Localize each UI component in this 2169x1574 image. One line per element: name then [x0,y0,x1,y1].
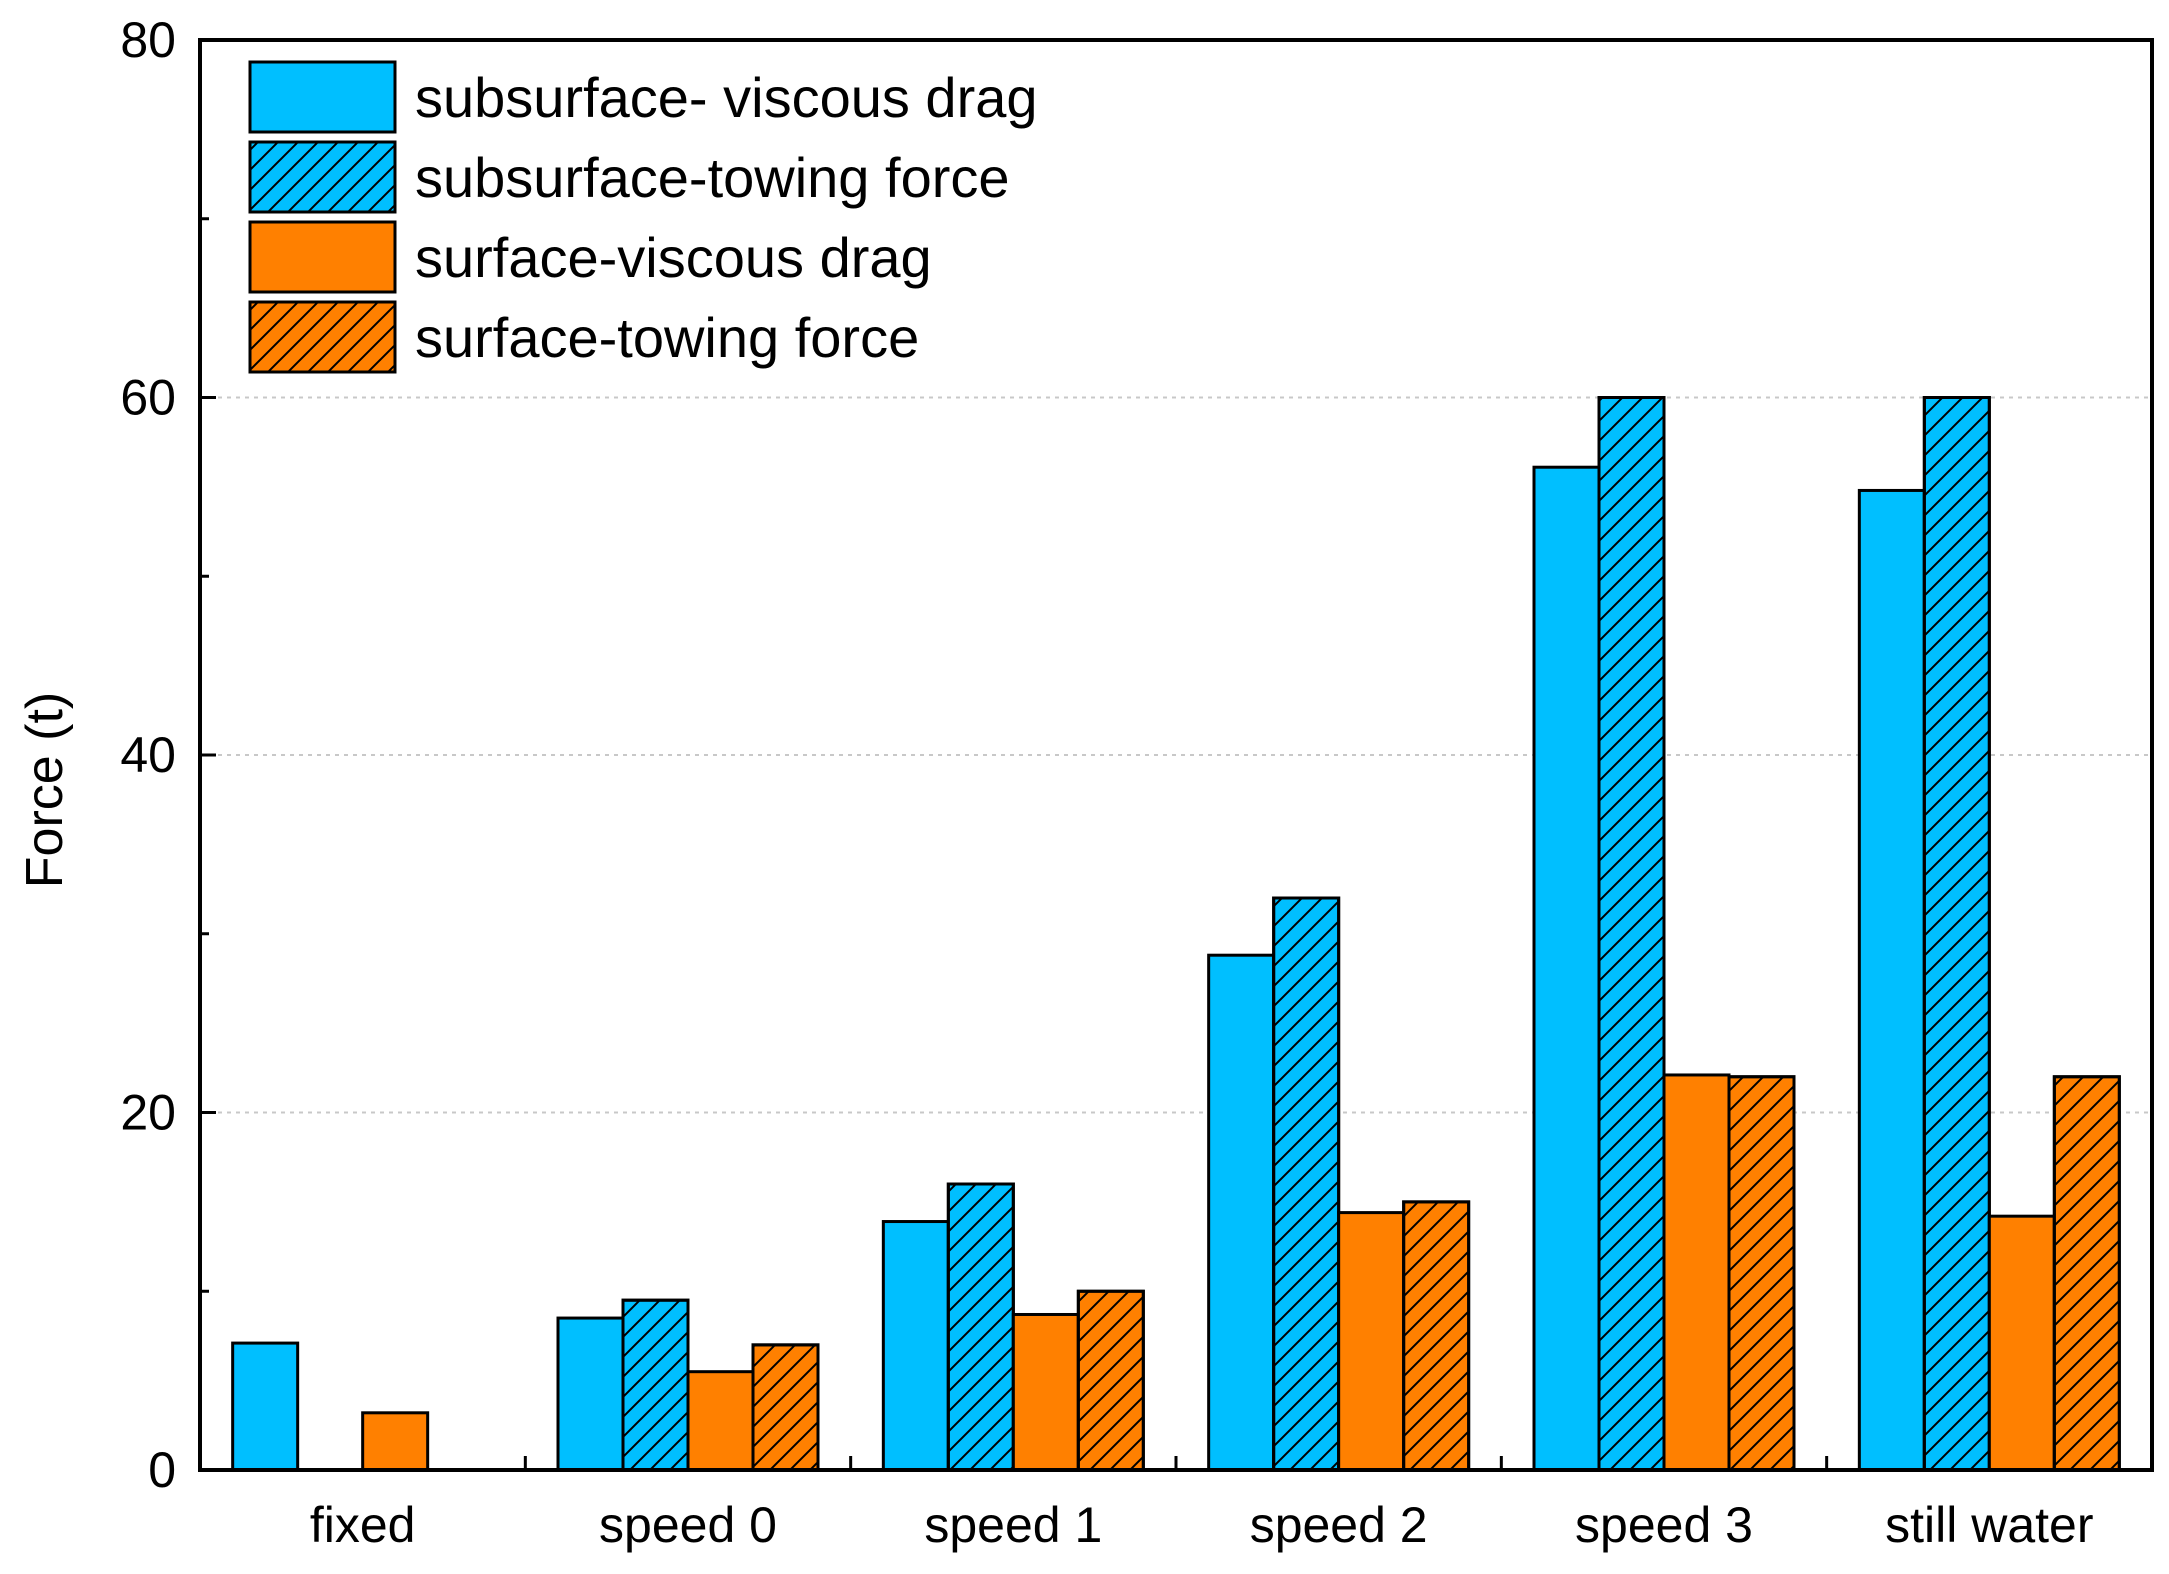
grid-layer [200,396,2152,1114]
bar-hatch-surface-towing-force-speed-1 [1076,1289,1145,1472]
bar-surface-viscous-drag-speed-3 [1662,1073,1731,1472]
legend-swatch-subsurface-viscous-drag [248,60,397,134]
bar-subsurface-viscous-drag-fixed [231,1341,300,1472]
bar-surface-viscous-drag-fixed [361,1411,430,1472]
legend-swatch-hatch-subsurface-towing-force [248,140,397,214]
y-tick-label-0: 0 [148,1442,176,1498]
x-tick-label-speed-2: speed 2 [1250,1497,1428,1553]
legend-label-surface-viscous-drag: surface-viscous drag [415,226,932,289]
y-tick-label-40: 40 [120,727,176,783]
legend-label-subsurface-viscous-drag: subsurface- viscous drag [415,66,1038,129]
x-tick-label-fixed: fixed [310,1497,416,1553]
bar-hatch-subsurface-towing-force-speed-1 [946,1182,1015,1472]
x-tick-label-speed-0: speed 0 [599,1497,777,1553]
bars-layer [231,396,2121,1472]
bar-hatch-subsurface-towing-force-still-water [1922,396,1991,1472]
bar-hatch-subsurface-towing-force-speed-2 [1272,896,1341,1472]
bar-surface-viscous-drag-still-water [1987,1214,2056,1472]
legend-label-surface-towing-force: surface-towing force [415,306,919,369]
bar-hatch-surface-towing-force-still-water [2052,1075,2121,1472]
legend: subsurface- viscous drag subsurface-towin… [248,60,1038,374]
legend-label-subsurface-towing-force: subsurface-towing force [415,146,1010,209]
bar-subsurface-viscous-drag-speed-2 [1207,953,1276,1472]
bar-hatch-subsurface-towing-force-speed-0 [621,1298,690,1472]
bar-subsurface-viscous-drag-still-water [1857,488,1926,1472]
legend-swatch-surface-viscous-drag [248,220,397,294]
y-axis-title: Force (t) [16,692,74,888]
x-tick-label-speed-1: speed 1 [924,1497,1102,1553]
bar-surface-viscous-drag-speed-0 [686,1370,755,1472]
y-tick-label-80: 80 [120,12,176,68]
x-tick-label-speed-3: speed 3 [1575,1497,1753,1553]
x-tick-label-still-water: still water [1885,1497,2093,1553]
bar-surface-viscous-drag-speed-1 [1011,1312,1080,1472]
bar-subsurface-viscous-drag-speed-1 [881,1220,950,1472]
bar-hatch-surface-towing-force-speed-0 [751,1343,820,1472]
y-tick-label-60: 60 [120,370,176,426]
legend-swatch-hatch-surface-towing-force [248,300,397,374]
bar-surface-viscous-drag-speed-2 [1337,1211,1406,1472]
bar-hatch-surface-towing-force-speed-2 [1402,1200,1471,1472]
bar-hatch-surface-towing-force-speed-3 [1727,1075,1796,1472]
bar-hatch-subsurface-towing-force-speed-3 [1597,396,1666,1472]
y-tick-label-20: 20 [120,1085,176,1141]
ticks-layer: 0 20 40 60 80 fixed speed 0 speed 1 speed 2 speed… [120,12,2093,1553]
bar-subsurface-viscous-drag-speed-3 [1532,465,1601,1472]
bar-subsurface-viscous-drag-speed-0 [556,1316,625,1472]
